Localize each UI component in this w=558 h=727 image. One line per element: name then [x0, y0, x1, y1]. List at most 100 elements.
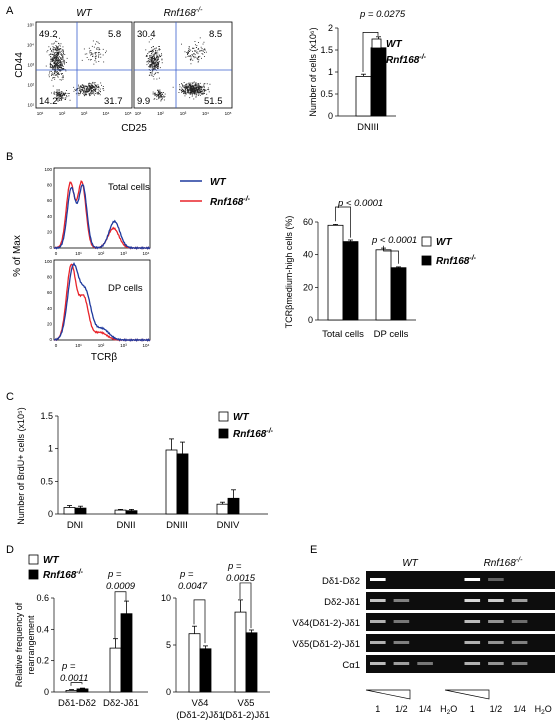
- facs-dot: [209, 83, 211, 85]
- facs-dot: [56, 65, 58, 67]
- facs-dot: [155, 59, 156, 61]
- facs-dot: [157, 67, 159, 69]
- facs-dot: [102, 88, 104, 90]
- facs-dot: [183, 85, 185, 87]
- facs-dot: [195, 88, 197, 90]
- facs-dot: [200, 86, 201, 88]
- facs-dot: [191, 88, 193, 90]
- facs-dot: [55, 63, 57, 65]
- facs-dot: [158, 96, 160, 98]
- bar-y-tick-label: 60: [303, 217, 313, 227]
- facs-dot: [89, 84, 90, 86]
- facs-dot: [54, 65, 55, 66]
- facs-dot: [93, 93, 95, 95]
- facs-dot: [187, 53, 188, 55]
- facs-dot: [203, 49, 205, 51]
- facs-dot: [98, 43, 100, 44]
- facs-dot: [154, 57, 156, 59]
- facs-dot: [150, 39, 152, 41]
- facs-dot: [67, 93, 69, 94]
- facs-dot: [57, 56, 59, 58]
- facs-dot: [158, 59, 159, 61]
- bar-wt: [109, 647, 122, 693]
- gel-header-wt: WT: [402, 558, 418, 569]
- facs-dot: [190, 58, 191, 60]
- facs-dot: [192, 47, 193, 49]
- gel-strip: [366, 592, 555, 610]
- facs-dot: [50, 71, 52, 72]
- histogram-x-tick: 10²: [98, 251, 105, 256]
- facs-dot: [57, 68, 59, 70]
- facs-dot: [82, 92, 84, 94]
- gel-band: [488, 599, 504, 602]
- bar-y-tick-label: 0: [328, 111, 333, 121]
- facs-dot: [149, 59, 151, 61]
- facs-dot: [52, 60, 54, 61]
- facs-dot: [53, 66, 55, 68]
- facs-dot: [188, 85, 190, 87]
- facs-dot: [52, 67, 54, 69]
- facs-dot: [184, 87, 186, 89]
- facs-dot: [98, 47, 100, 49]
- facs-dot: [82, 87, 83, 89]
- facs-dot: [194, 50, 196, 52]
- facs-dot: [59, 91, 60, 93]
- facs-dot: [159, 46, 160, 47]
- facs-dot: [56, 48, 57, 50]
- facs-dot: [57, 51, 59, 53]
- facs-dot: [54, 70, 56, 72]
- facs-dot: [55, 48, 57, 50]
- gel-band: [488, 641, 504, 644]
- facs-dot: [57, 65, 59, 67]
- facs-dot: [181, 91, 183, 93]
- facs-dot: [155, 62, 157, 64]
- facs-dot: [98, 90, 100, 92]
- facs-dot: [84, 53, 86, 55]
- facs-dot: [83, 84, 85, 86]
- facs-dot: [196, 87, 198, 89]
- facs-dot: [146, 64, 148, 66]
- facs-dot: [60, 51, 62, 52]
- legend-label-ko: Rnf168-/-: [43, 569, 84, 581]
- facs-dot: [60, 98, 62, 100]
- facs-dot: [154, 92, 156, 94]
- bar-wt: [65, 690, 78, 693]
- facs-dot: [188, 89, 190, 91]
- legend-line-ko-label: Rnf168-/-: [210, 196, 251, 208]
- facs-dot: [157, 57, 159, 59]
- significance-bracket: [383, 245, 399, 264]
- facs-dot: [178, 92, 180, 93]
- facs-x-tick: 10³: [81, 111, 88, 116]
- facs-dot: [52, 54, 54, 55]
- facs-dot: [160, 99, 162, 101]
- gel-row-label: Dδ2-Jδ1: [324, 597, 360, 608]
- facs-dot: [188, 48, 190, 50]
- facs-dot: [189, 86, 190, 88]
- facs-dot: [151, 71, 153, 73]
- facs-dot: [53, 47, 55, 49]
- facs-dot: [48, 76, 50, 78]
- facs-dot: [64, 61, 66, 63]
- facs-dot: [59, 70, 61, 72]
- facs-dot: [181, 43, 182, 45]
- facs-dot: [57, 64, 58, 66]
- facs-dot: [91, 87, 93, 89]
- gel-band: [370, 599, 386, 602]
- facs-dot: [92, 81, 94, 83]
- facs-dot: [187, 55, 189, 57]
- facs-dot: [83, 90, 84, 92]
- significance-bracket: [362, 32, 379, 72]
- facs-dot: [197, 51, 199, 53]
- facs-dot: [79, 93, 81, 95]
- facs-dot: [156, 63, 158, 65]
- facs-dot: [153, 58, 155, 60]
- gel-band: [464, 641, 481, 644]
- facs-dot: [98, 56, 100, 58]
- facs-dot: [200, 90, 202, 92]
- facs-dot: [60, 54, 62, 55]
- legend-label-wt: WT: [233, 412, 249, 423]
- facs-dot: [189, 55, 191, 56]
- facs-x-tick: 10⁵: [125, 111, 132, 116]
- facs-dot: [192, 54, 193, 56]
- facs-dot: [157, 62, 159, 64]
